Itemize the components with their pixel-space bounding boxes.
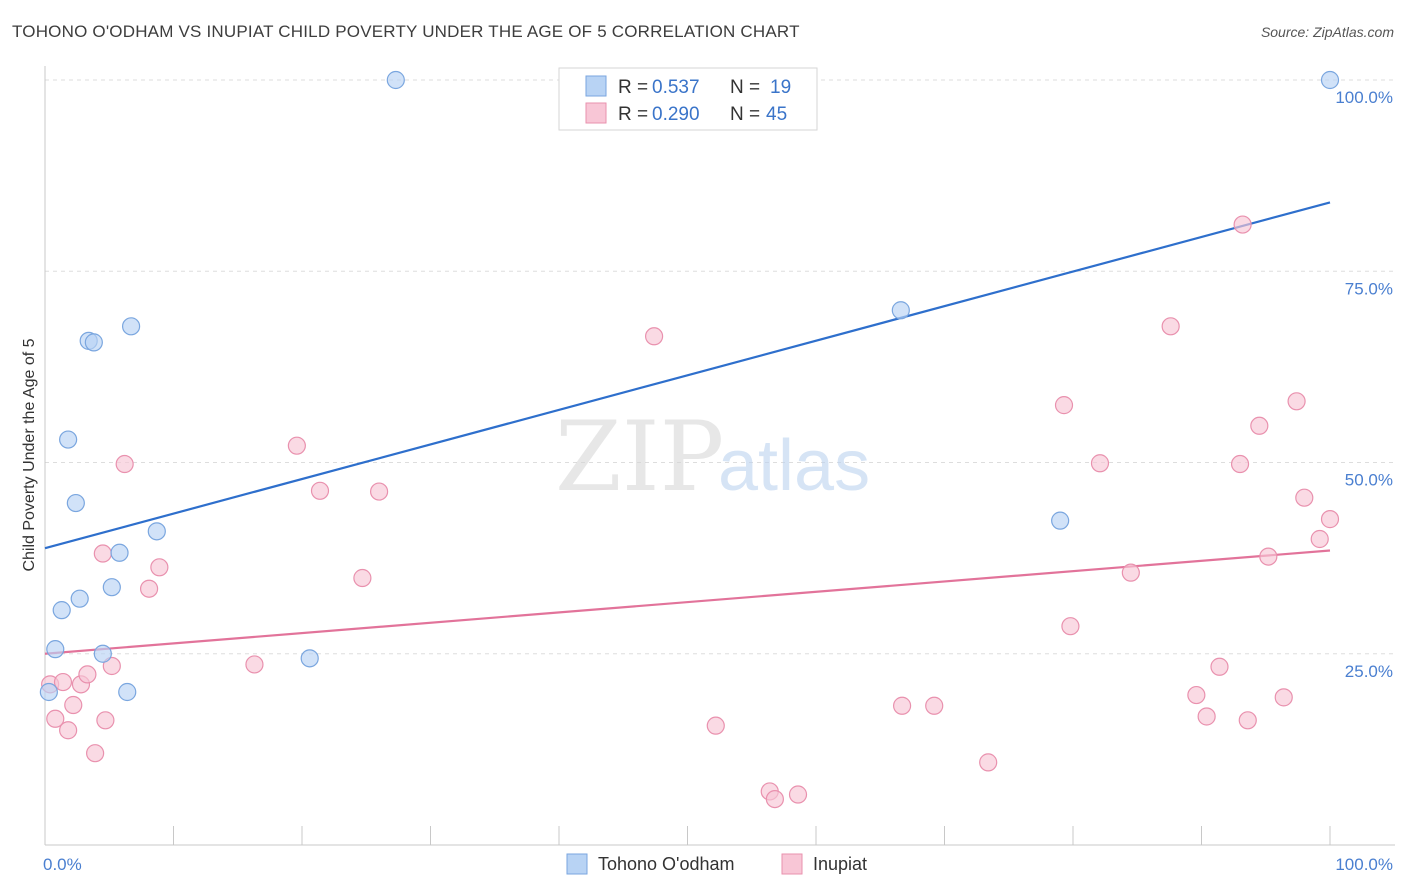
inupiat-point bbox=[1250, 416, 1269, 435]
legend-r-label: R = bbox=[618, 77, 648, 98]
inupiat-point bbox=[1310, 529, 1329, 549]
tohono-point bbox=[59, 430, 78, 449]
inupiat-point bbox=[64, 695, 83, 715]
tohono-point bbox=[52, 601, 71, 620]
trend-lines bbox=[44, 201, 1331, 655]
tohono-point bbox=[891, 301, 910, 320]
x-tick-label: 100.0% bbox=[1335, 855, 1393, 874]
inupiat-point bbox=[1210, 657, 1229, 676]
tohono-point bbox=[1320, 70, 1340, 90]
tohono-point bbox=[66, 493, 85, 513]
y-tick-label: 75.0% bbox=[1345, 279, 1393, 298]
inupiat-point bbox=[1287, 392, 1306, 411]
y-tick-labels: 25.0% 50.0% 75.0% 100.0% bbox=[1335, 88, 1393, 681]
legend-n-label: N = bbox=[730, 77, 760, 98]
inupiat-point bbox=[1233, 215, 1252, 234]
tohono-point bbox=[118, 682, 137, 702]
inupiat-point bbox=[96, 711, 115, 730]
inupiat-point bbox=[370, 482, 389, 501]
inupiat-point bbox=[1295, 488, 1314, 507]
y-tick-label: 100.0% bbox=[1335, 88, 1393, 107]
tohono-point bbox=[46, 640, 65, 659]
y-axis-label: Child Poverty Under the Age of 5 bbox=[21, 338, 38, 571]
inupiat-point bbox=[1230, 454, 1250, 474]
legend: R = 0.537 N = 19 R = 0.290 N = 45 bbox=[558, 67, 818, 131]
inupiat-point bbox=[139, 579, 159, 598]
data-points bbox=[39, 70, 1340, 809]
inupiat-point bbox=[1320, 510, 1340, 529]
watermark: ZIP atlas bbox=[555, 401, 870, 513]
inupiat-point bbox=[979, 753, 998, 772]
bottom-legend-label-tohono: Tohono O'odham bbox=[598, 854, 735, 874]
tohono-point bbox=[1051, 511, 1070, 530]
tohono-point bbox=[70, 589, 89, 608]
inupiat-point bbox=[925, 696, 944, 715]
inupiat-point bbox=[1090, 454, 1110, 473]
inupiat-point bbox=[287, 436, 306, 455]
inupiat-point bbox=[1238, 711, 1257, 730]
bottom-legend: Tohono O'odham Inupiat bbox=[566, 853, 867, 875]
x-tick-labels: 0.0% 100.0% bbox=[43, 855, 1393, 874]
legend-n-value: 45 bbox=[766, 104, 787, 125]
inupiat-point bbox=[93, 544, 112, 563]
legend-r-label: R = bbox=[618, 104, 648, 125]
chart-title: TOHONO O'ODHAM VS INUPIAT CHILD POVERTY … bbox=[12, 22, 800, 41]
bottom-legend-label-inupiat: Inupiat bbox=[813, 854, 867, 874]
inupiat-point bbox=[310, 481, 330, 500]
tohono-point bbox=[39, 682, 58, 702]
x-tick-label: 0.0% bbox=[43, 855, 82, 874]
inupiat-point bbox=[1121, 563, 1140, 582]
tohono-point bbox=[147, 522, 166, 541]
inupiat-point bbox=[892, 696, 912, 715]
tohono-point bbox=[121, 317, 141, 336]
tohono-point bbox=[110, 543, 129, 562]
legend-r-value: 0.290 bbox=[652, 104, 700, 125]
watermark-atlas: atlas bbox=[718, 426, 870, 506]
inupiat-point bbox=[86, 744, 105, 763]
legend-n-label: N = bbox=[730, 104, 760, 125]
legend-r-value: 0.537 bbox=[652, 77, 700, 98]
inupiat-point bbox=[788, 785, 808, 804]
inupiat-point bbox=[102, 656, 121, 676]
legend-swatch-tohono bbox=[585, 75, 607, 97]
inupiat-point bbox=[53, 672, 73, 692]
inupiat-point bbox=[59, 721, 78, 740]
chart-source: Source: ZipAtlas.com bbox=[1260, 24, 1394, 40]
bottom-legend-swatch-tohono bbox=[566, 853, 588, 875]
inupiat-point bbox=[1054, 396, 1074, 415]
inupiat-point bbox=[115, 454, 134, 474]
inupiat-point bbox=[245, 655, 264, 674]
inupiat-trend-line bbox=[44, 549, 1331, 655]
tohono-point bbox=[93, 644, 112, 663]
legend-n-value: 19 bbox=[770, 77, 791, 98]
inupiat-point bbox=[765, 789, 784, 809]
tohono-point bbox=[386, 70, 405, 90]
inupiat-point bbox=[706, 716, 725, 735]
inupiat-point bbox=[1061, 617, 1080, 636]
y-tick-label: 50.0% bbox=[1345, 471, 1393, 490]
axes bbox=[44, 66, 1395, 846]
inupiat-point bbox=[78, 665, 97, 684]
inupiat-point bbox=[353, 568, 372, 588]
inupiat-point bbox=[1259, 547, 1278, 566]
tohono-trend-line bbox=[44, 201, 1331, 550]
tohono-point bbox=[102, 578, 121, 597]
inupiat-point bbox=[1274, 688, 1293, 707]
tohono-point bbox=[84, 333, 103, 352]
inupiat-point bbox=[1197, 707, 1216, 726]
inupiat-point bbox=[1161, 317, 1180, 336]
tohono-point bbox=[300, 649, 319, 668]
bottom-legend-swatch-inupiat bbox=[781, 853, 803, 875]
inupiat-point bbox=[1187, 685, 1206, 705]
y-tick-label: 25.0% bbox=[1345, 662, 1393, 681]
inupiat-point bbox=[46, 709, 65, 728]
legend-swatch-inupiat bbox=[585, 102, 607, 124]
watermark-zip: ZIP bbox=[555, 401, 724, 513]
inupiat-point bbox=[644, 327, 664, 346]
inupiat-point bbox=[150, 558, 169, 577]
